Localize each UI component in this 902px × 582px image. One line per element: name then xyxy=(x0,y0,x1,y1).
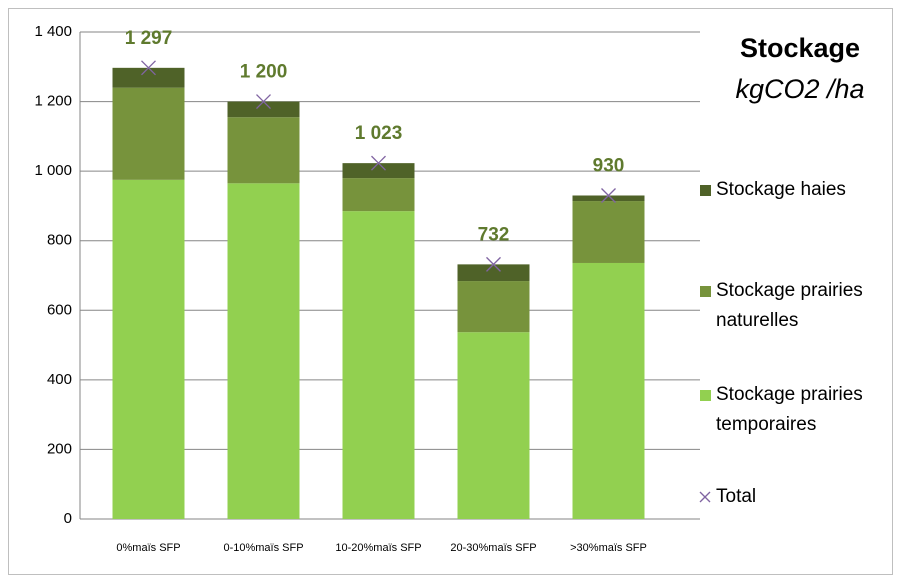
total-marker-stroke xyxy=(486,256,501,272)
bar-segment xyxy=(457,332,530,519)
x-tick-label: 0%maïs SFP xyxy=(116,542,180,554)
bar-segment xyxy=(342,178,415,212)
y-tick-label: 400 xyxy=(47,371,72,388)
total-marker xyxy=(486,256,501,272)
data-label: 1 023 xyxy=(355,123,403,144)
legend-label: Stockage prairies naturelles xyxy=(716,280,863,331)
chart-subtitle: kgCO2 /ha xyxy=(735,74,864,104)
x-tick-label: >30%maïs SFP xyxy=(570,542,647,554)
legend-swatch xyxy=(700,390,711,401)
total-marker xyxy=(371,155,386,171)
bar-segment xyxy=(457,281,530,333)
bar-segment xyxy=(572,262,645,519)
y-tick-label: 600 xyxy=(47,301,72,318)
x-tick-label: 10-20%maïs SFP xyxy=(335,542,421,554)
bar-segment xyxy=(342,163,415,179)
total-marker-stroke xyxy=(371,155,386,171)
y-tick-label: 1 200 xyxy=(34,93,72,110)
chart-title: Stockage xyxy=(740,33,860,63)
total-marker-stroke xyxy=(601,188,616,203)
y-tick-label: 0 xyxy=(64,510,72,527)
legend-label: Total xyxy=(716,486,757,507)
total-marker xyxy=(141,60,156,76)
x-tick-label: 20-30%maïs SFP xyxy=(450,542,536,554)
bar-segment xyxy=(112,67,185,88)
total-marker-stroke xyxy=(141,60,156,76)
legend-swatch xyxy=(700,286,711,297)
bar-segment xyxy=(457,264,530,282)
bar-segment xyxy=(572,201,645,263)
data-label: 1 297 xyxy=(125,28,173,49)
total-marker xyxy=(256,94,271,110)
total-marker-stroke xyxy=(256,94,271,110)
data-label: 1 200 xyxy=(240,62,288,83)
bar-segment xyxy=(227,183,300,519)
data-label: 930 xyxy=(593,156,625,177)
legend-swatch xyxy=(700,185,711,196)
total-marker xyxy=(601,188,616,203)
bar-segment xyxy=(112,179,185,519)
y-tick-label: 1 000 xyxy=(34,162,72,179)
bar-segment xyxy=(572,195,645,202)
bar-segment xyxy=(112,87,185,180)
bar-segment xyxy=(227,101,300,118)
x-tick-label: 0-10%maïs SFP xyxy=(223,542,303,554)
y-tick-label: 800 xyxy=(47,232,72,249)
legend-label: Stockage haies xyxy=(716,179,846,200)
y-tick-label: 200 xyxy=(47,440,72,457)
bar-segment xyxy=(342,211,415,519)
bar-segment xyxy=(227,117,300,184)
data-label: 732 xyxy=(478,224,510,245)
y-tick-label: 1 400 xyxy=(34,23,72,40)
legend-label: Stockage prairies temporaires xyxy=(716,384,863,435)
